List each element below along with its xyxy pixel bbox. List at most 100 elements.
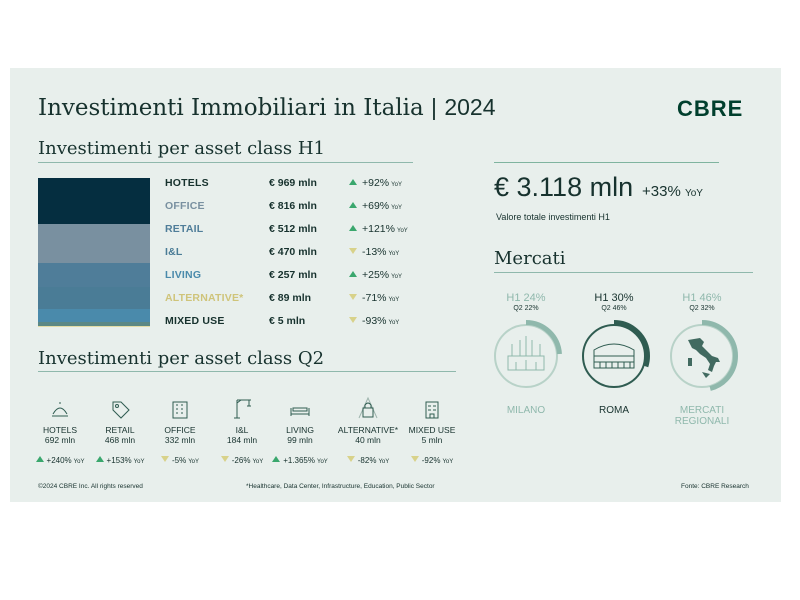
h1-change-label: -93% YoY	[349, 315, 399, 327]
h1-value-label: € 470 mln	[269, 246, 317, 258]
mixed-building-icon	[401, 396, 463, 422]
markets-rule	[494, 272, 753, 273]
q2-change-value: +153%	[106, 456, 132, 465]
market-header: H1 30% Q2 46%	[569, 292, 659, 312]
footer-copyright: ©2024 CBRE Inc. All rights reserved	[38, 483, 143, 490]
h1-section-title: Investimenti per asset class H1	[38, 138, 326, 159]
cbre-logo: CBRE	[677, 96, 744, 121]
q2-item: HOTELS 692 mln	[29, 425, 91, 445]
market-q2-share: Q2 32%	[689, 305, 715, 312]
h1-change-label: +121% YoY	[349, 223, 408, 235]
q2-change-label: +1.365% YoY	[269, 456, 331, 465]
total-change-unit: YoY	[684, 188, 703, 199]
h1-change-label: +69% YoY	[349, 200, 402, 212]
ring-track	[670, 324, 734, 388]
h1-yoy-unit: YoY	[388, 297, 400, 303]
h1-category-label: I&L	[165, 246, 183, 258]
h1-yoy-unit: YoY	[391, 205, 402, 211]
q2-category-label: LIVING	[286, 425, 314, 435]
ring-h1-arc	[578, 320, 650, 392]
h1-change-value: +25%	[362, 269, 390, 281]
h1-category-label: RETAIL	[165, 223, 204, 235]
market-header: H1 46% Q2 32%	[657, 292, 747, 312]
q2-category-label: MIXED USE	[408, 425, 456, 435]
market-name: MERCATI REGIONALI	[674, 405, 730, 427]
q2-change-label: -5% YoY	[149, 456, 211, 465]
bar-segment-office	[38, 223, 150, 263]
q2-yoy-unit: YoY	[252, 459, 264, 465]
h1-change-label: +25% YoY	[349, 269, 402, 281]
crane-icon	[211, 396, 273, 422]
q2-category-label: ALTERNATIVE*	[337, 425, 399, 435]
arrow-up-icon	[349, 271, 357, 277]
h1-change-label: +92% YoY	[349, 177, 402, 189]
h1-category-label: ALTERNATIVE*	[165, 292, 244, 304]
market-header: H1 24% Q2 22%	[481, 292, 571, 312]
q2-change-value: +240%	[46, 456, 72, 465]
q2-item: I&L 184 mln	[211, 425, 273, 445]
q2-category-label: I&L	[235, 425, 249, 435]
colosseum-icon	[593, 343, 635, 369]
q2-item: LIVING 99 mln	[269, 425, 331, 445]
market-q2-share: Q2 46%	[601, 305, 627, 312]
h1-yoy-unit: YoY	[391, 274, 402, 280]
h1-category-label: HOTELS	[165, 177, 209, 189]
arrow-down-icon	[349, 317, 357, 323]
bed-icon	[269, 396, 331, 422]
ring-h1-arc	[490, 320, 562, 392]
arrow-up-icon	[349, 179, 357, 185]
h1-section-rule	[38, 162, 413, 163]
h1-value-label: € 512 mln	[269, 223, 317, 235]
ring-h1-arc	[666, 320, 738, 392]
total-value: € 3.118 mln	[494, 172, 634, 202]
h1-change-value: -13%	[362, 246, 387, 258]
bar-segment-il	[38, 287, 150, 310]
h1-change-value: -71%	[362, 292, 387, 304]
market-name: MILANO	[506, 405, 546, 416]
h1-change-value: -93%	[362, 315, 387, 327]
q2-value-label: 5 mln	[421, 435, 443, 445]
q2-section-title: Investimenti per asset class Q2	[38, 348, 325, 369]
q2-yoy-unit: YoY	[442, 459, 454, 465]
h1-value-label: € 969 mln	[269, 177, 317, 189]
q2-yoy-unit: YoY	[378, 459, 390, 465]
arrow-down-icon	[160, 456, 169, 462]
q2-item: ALTERNATIVE* 40 mln	[337, 425, 399, 445]
h1-yoy-unit: YoY	[388, 251, 400, 257]
footer-source: Fonte: CBRE Research	[681, 483, 749, 490]
bar-segment-living	[38, 309, 150, 322]
q2-value-label: 99 mln	[287, 435, 313, 445]
infographic-card: Investimenti Immobiliari in Italia | 202…	[10, 68, 781, 502]
arrow-up-icon	[35, 456, 44, 462]
arrow-up-icon	[95, 456, 104, 462]
q2-change-label: +153% YoY	[89, 456, 151, 465]
q2-change-label: -92% YoY	[401, 456, 463, 465]
total-rule	[494, 162, 719, 163]
h1-value-label: € 5 mln	[269, 315, 306, 327]
tag-icon	[89, 396, 151, 422]
arrow-down-icon	[346, 456, 355, 462]
h1-value-label: € 257 mln	[269, 269, 317, 281]
padlock-icon	[337, 396, 399, 422]
arrow-up-icon	[349, 202, 357, 208]
q2-change-label: -26% YoY	[211, 456, 273, 465]
q2-change-label: -82% YoY	[337, 456, 399, 465]
market-ring	[578, 320, 650, 392]
building-icon	[149, 396, 211, 422]
h1-yoy-unit: YoY	[391, 182, 402, 188]
duomo-icon	[507, 336, 545, 371]
q2-category-label: OFFICE	[164, 425, 196, 435]
title-separator: |	[431, 94, 438, 120]
q2-change-value: -82%	[357, 456, 377, 465]
q2-change-value: -5%	[171, 456, 187, 465]
bar-segment-retail	[38, 262, 150, 288]
q2-yoy-unit: YoY	[188, 459, 200, 465]
market-q2-share: Q2 22%	[513, 305, 539, 312]
market-ring	[490, 320, 562, 392]
market-h1-share: H1 24%	[506, 292, 546, 304]
market-name: ROMA	[599, 405, 629, 416]
h1-category-label: LIVING	[165, 269, 202, 281]
q2-value-label: 692 mln	[44, 435, 76, 445]
h1-stacked-bar	[38, 178, 150, 328]
q2-change-label: +240% YoY	[29, 456, 91, 465]
